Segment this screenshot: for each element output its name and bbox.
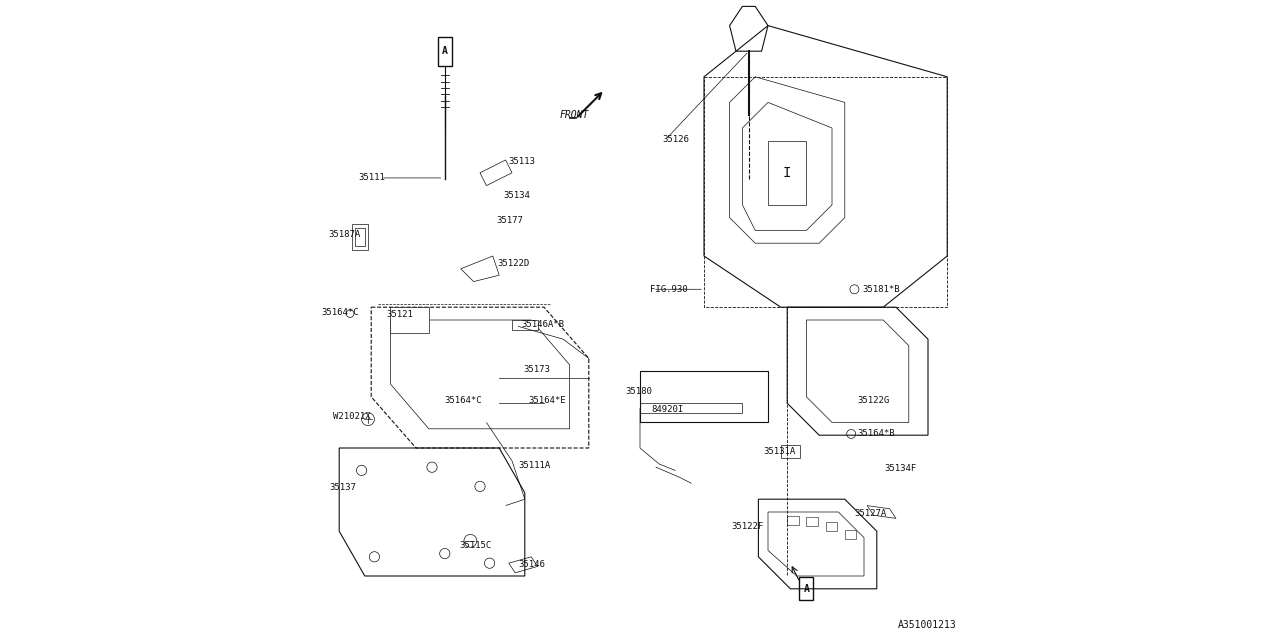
Text: 35122D: 35122D xyxy=(498,259,530,268)
Text: 35146A*B: 35146A*B xyxy=(522,320,564,329)
Bar xyxy=(438,36,452,66)
Text: 35187A: 35187A xyxy=(328,230,361,239)
Text: FRONT: FRONT xyxy=(561,110,589,120)
Bar xyxy=(845,530,856,539)
Text: A351001213: A351001213 xyxy=(899,620,957,630)
Bar xyxy=(806,517,818,526)
Text: 35137: 35137 xyxy=(330,483,356,492)
Bar xyxy=(787,516,799,525)
Text: 35164*C: 35164*C xyxy=(445,396,483,404)
Text: 35181*B: 35181*B xyxy=(863,285,900,294)
Text: 84920I: 84920I xyxy=(652,405,684,414)
Text: 35134: 35134 xyxy=(503,191,530,200)
Text: 35164*E: 35164*E xyxy=(529,396,566,404)
Text: W21021X: W21021X xyxy=(333,412,370,421)
Text: 35111A: 35111A xyxy=(518,461,550,470)
Text: 35126: 35126 xyxy=(663,135,689,144)
Bar xyxy=(390,307,429,333)
Text: 35146: 35146 xyxy=(518,560,545,569)
Bar xyxy=(768,141,806,205)
Bar xyxy=(352,224,369,250)
Text: 35127A: 35127A xyxy=(855,509,887,518)
Text: I: I xyxy=(783,166,791,180)
Text: A: A xyxy=(804,584,809,594)
Text: 35173: 35173 xyxy=(524,365,549,374)
Bar xyxy=(356,228,365,246)
Text: 35177: 35177 xyxy=(497,216,524,225)
Text: 35122F: 35122F xyxy=(732,522,764,531)
Text: 35134F: 35134F xyxy=(884,464,916,473)
Bar xyxy=(799,577,814,600)
Text: FIG.930: FIG.930 xyxy=(650,285,687,294)
Text: 35122G: 35122G xyxy=(858,396,890,404)
Text: 35121: 35121 xyxy=(387,310,412,319)
Bar xyxy=(826,522,837,531)
Text: 35115C: 35115C xyxy=(460,541,492,550)
Text: A: A xyxy=(442,46,448,56)
Text: 35111: 35111 xyxy=(358,173,385,182)
Text: 35164*C: 35164*C xyxy=(321,308,358,317)
Text: 35180: 35180 xyxy=(625,387,652,396)
Text: 35113: 35113 xyxy=(508,157,535,166)
Bar xyxy=(781,445,800,458)
Bar xyxy=(512,320,538,330)
Text: 35164*B: 35164*B xyxy=(858,429,895,438)
Text: 35131A: 35131A xyxy=(763,447,795,456)
